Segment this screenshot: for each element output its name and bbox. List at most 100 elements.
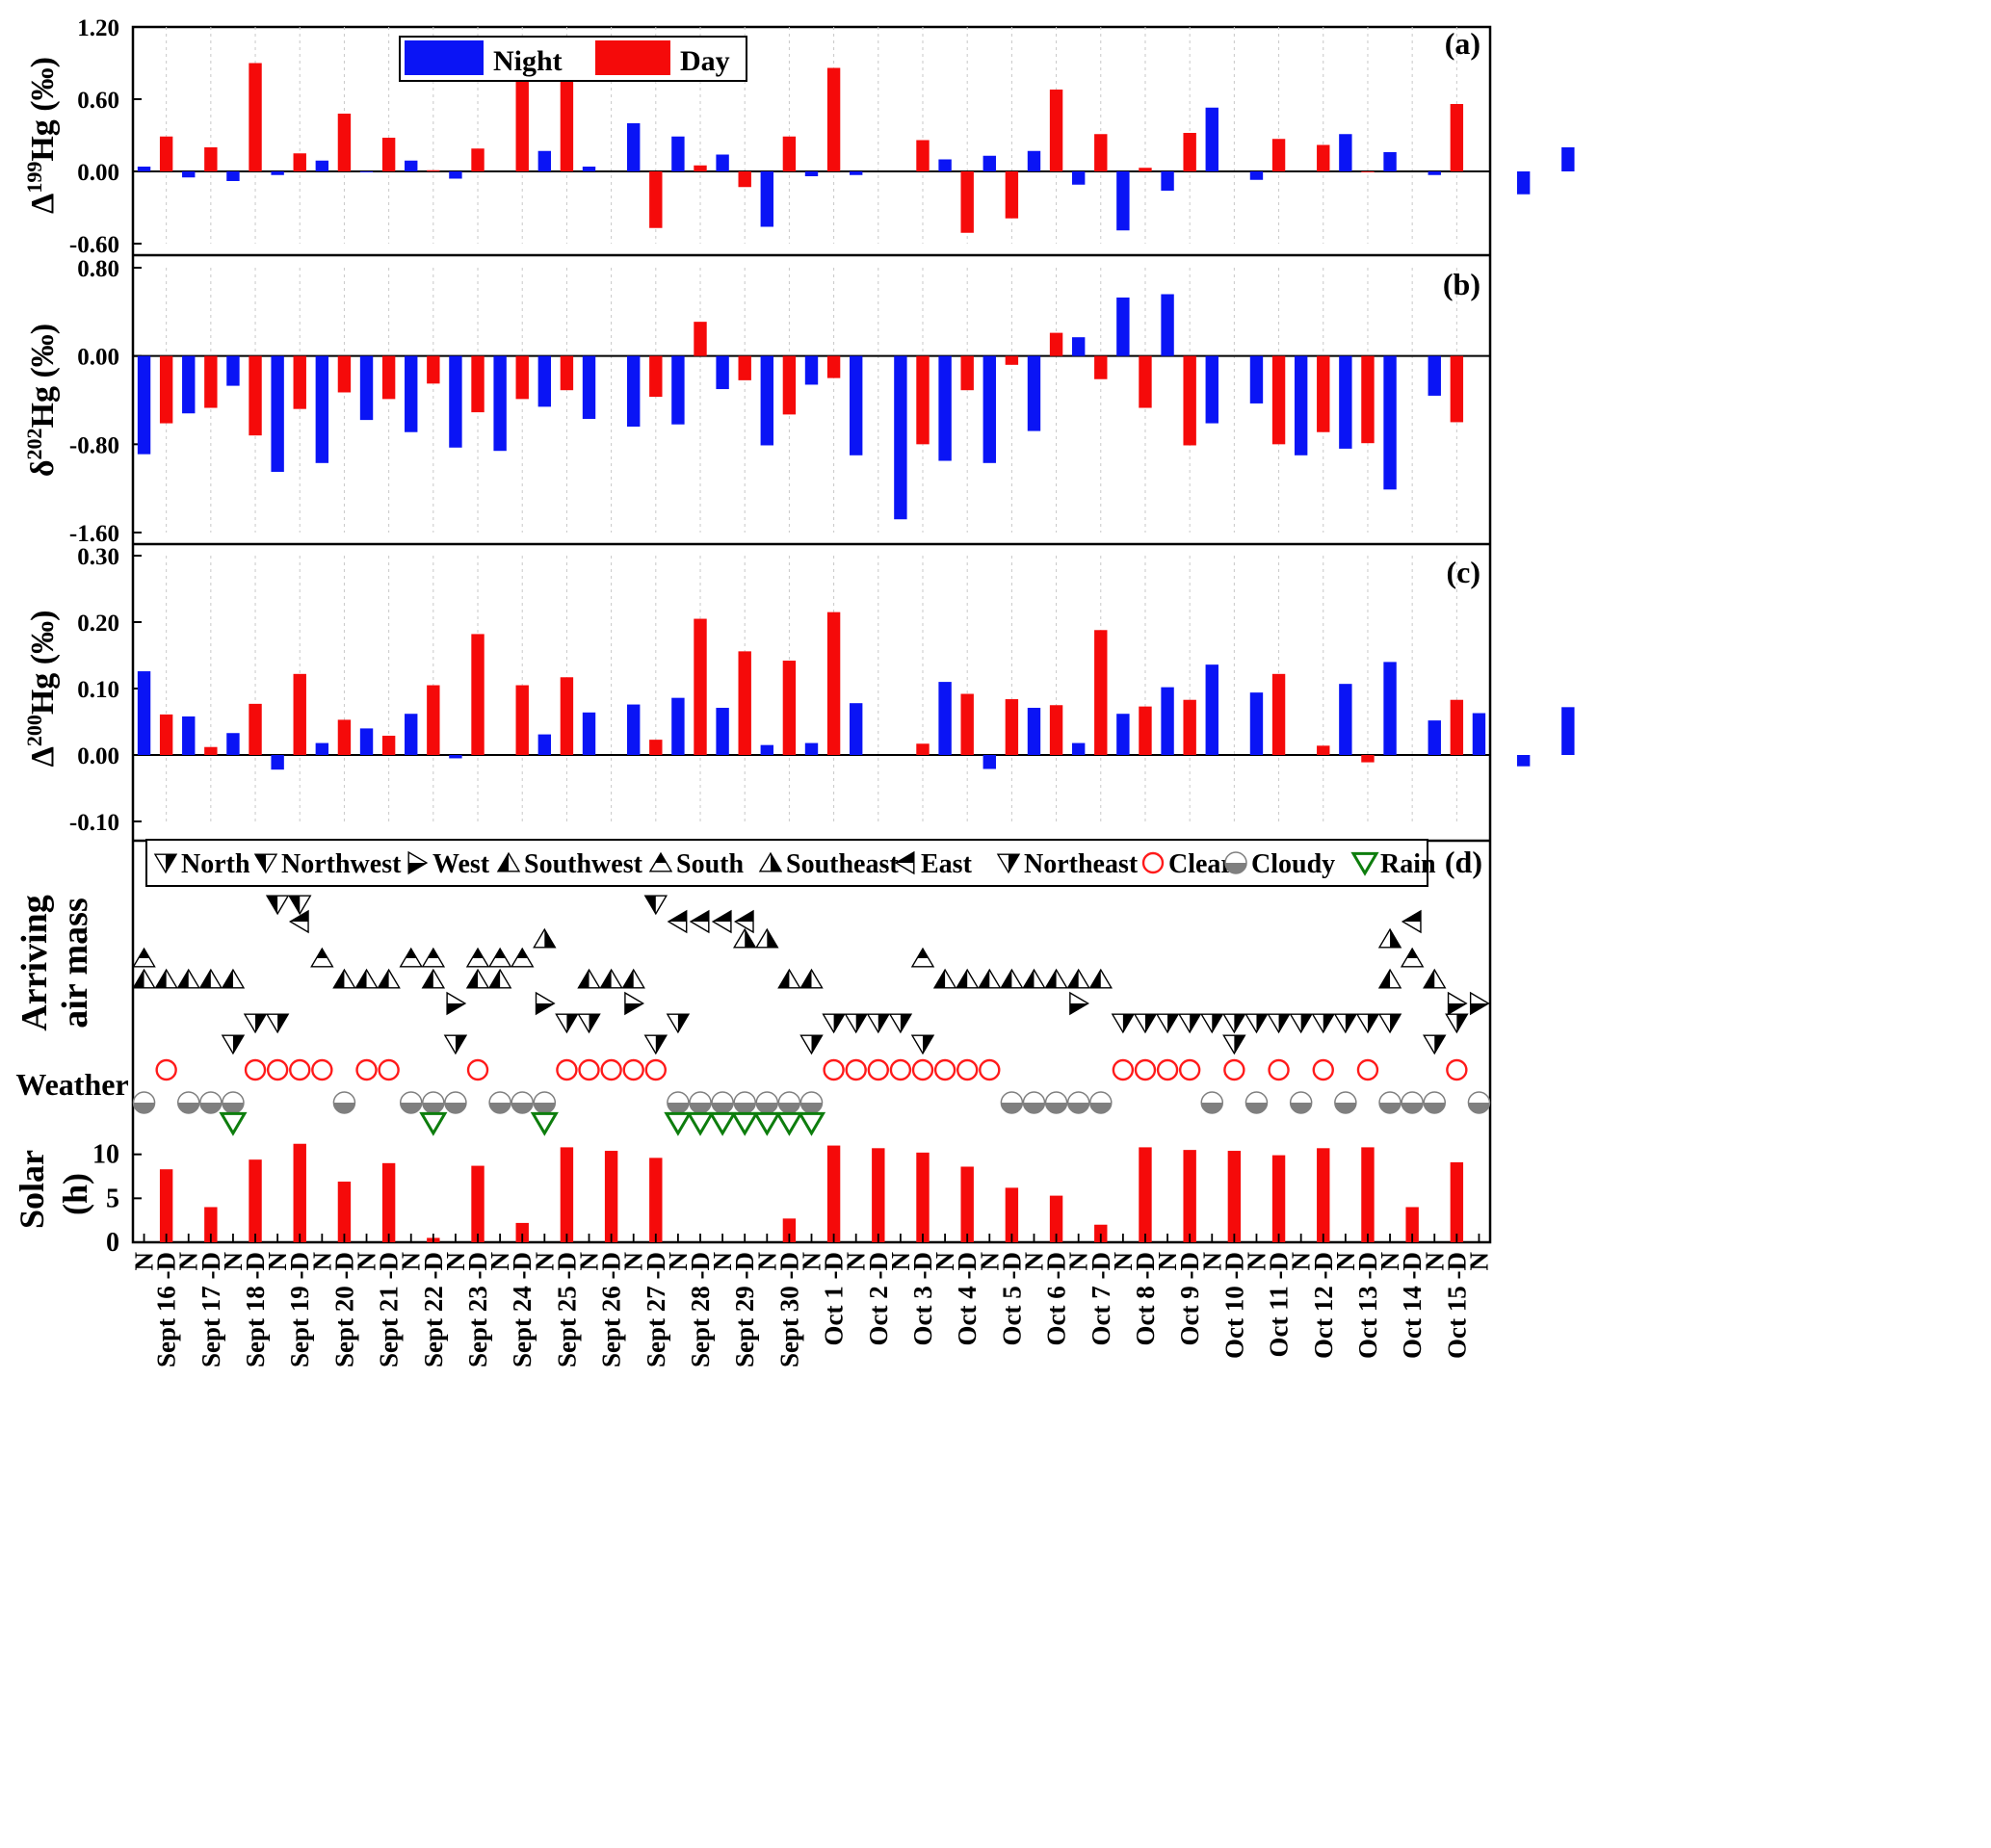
- day-bar: [649, 171, 663, 228]
- day-bar: [249, 355, 262, 436]
- weather-cloudy-icon: [1378, 1091, 1402, 1114]
- y-tick-label: 0.20: [77, 611, 119, 637]
- air-mass-southwest-icon: [154, 968, 178, 989]
- legend-southeast-icon: [758, 851, 783, 872]
- night-bar: [1027, 708, 1041, 755]
- day-bar: [1183, 133, 1196, 171]
- day-bar: [1139, 355, 1152, 408]
- weather-cloudy-icon: [176, 1091, 200, 1114]
- night-bar: [1428, 720, 1441, 755]
- solar-bar: [826, 1145, 841, 1242]
- weather-cloudy-icon: [1089, 1091, 1113, 1114]
- air-mass-north-icon: [822, 1013, 846, 1034]
- solar-bar: [1271, 1155, 1286, 1242]
- day-bar: [1049, 90, 1063, 171]
- night-bar: [1561, 147, 1575, 171]
- y-tick-label: -1.60: [69, 521, 119, 547]
- legend-label-cloudy: Cloudy: [1251, 849, 1335, 879]
- solar-bar: [1361, 1147, 1375, 1242]
- air-mass-label-1: Arriving: [14, 895, 55, 1030]
- night-bar: [1339, 134, 1352, 171]
- day-bar: [694, 618, 707, 755]
- x-label-night: N: [1331, 1252, 1360, 1271]
- air-mass-north-icon: [1133, 1013, 1158, 1034]
- solar-bar: [337, 1182, 352, 1242]
- night-bar: [449, 355, 462, 448]
- day-bar: [1094, 630, 1108, 755]
- legend-label-southeast: Southeast: [786, 849, 899, 879]
- night-bar: [226, 733, 240, 755]
- weather-rain-icon: [708, 1111, 737, 1136]
- day-bar: [204, 147, 218, 171]
- air-mass-southeast-icon: [533, 927, 557, 949]
- air-mass-south-icon: [421, 947, 446, 968]
- air-mass-southwest-icon: [1377, 968, 1402, 989]
- weather-cloudy-icon: [132, 1091, 156, 1114]
- day-bar: [293, 153, 306, 171]
- air-mass-southwest-icon: [777, 968, 801, 989]
- day-bar: [293, 355, 306, 409]
- air-mass-southwest-icon: [332, 968, 356, 989]
- day-bar: [515, 355, 529, 400]
- weather-cloudy-icon: [1334, 1091, 1357, 1114]
- night-bar: [804, 355, 819, 385]
- x-label-day: Oct 15 -D: [1442, 1252, 1471, 1359]
- air-mass-north-icon: [265, 1013, 290, 1034]
- weather-clear-icon: [1223, 1058, 1245, 1081]
- legend-cloudy-icon: [1224, 851, 1247, 874]
- day-bar: [427, 169, 440, 171]
- air-mass-north-icon: [1333, 1013, 1358, 1034]
- weather-clear-icon: [600, 1058, 622, 1081]
- y-tick-label: 0.30: [77, 544, 119, 570]
- weather-clear-icon: [845, 1058, 867, 1081]
- legend-south-icon: [648, 851, 673, 872]
- night-bar: [226, 355, 240, 386]
- night-bar: [537, 150, 552, 171]
- x-label-day: Oct 5 -D: [997, 1252, 1026, 1345]
- air-mass-north-icon: [443, 1034, 468, 1055]
- air-mass-east-icon: [733, 909, 754, 934]
- x-label-day: Oct 10 -D: [1219, 1252, 1248, 1359]
- air-mass-southwest-icon: [621, 968, 645, 989]
- day-bar: [1271, 355, 1286, 445]
- weather-cloudy-icon: [1066, 1091, 1090, 1114]
- legend-label-southwest: Southwest: [524, 849, 643, 879]
- solar-bar: [916, 1152, 930, 1242]
- x-label-day: Sept 18 -D: [241, 1252, 270, 1367]
- weather-cloudy-icon: [488, 1091, 511, 1114]
- night-bar: [137, 167, 151, 171]
- solar-bar: [560, 1147, 574, 1242]
- x-label-day: Sept 20 -D: [329, 1252, 358, 1367]
- x-label-day: Sept 26 -D: [597, 1252, 626, 1367]
- weather-clear-icon: [979, 1058, 1001, 1081]
- night-bar: [1161, 687, 1174, 755]
- air-mass-north-icon: [1200, 1013, 1224, 1034]
- air-mass-south-icon: [132, 947, 156, 968]
- night-bar: [1161, 171, 1174, 191]
- x-label-night: N: [485, 1252, 514, 1271]
- solar-bar: [249, 1159, 262, 1242]
- weather-clear-icon: [956, 1058, 979, 1081]
- day-bar: [337, 355, 352, 393]
- air-mass-south-icon: [487, 947, 512, 968]
- solar-bar: [604, 1151, 618, 1242]
- solar-tick-label: 5: [106, 1184, 119, 1213]
- night-bar: [449, 171, 462, 179]
- night-bar: [1516, 755, 1531, 767]
- x-label-day: Sept 30 -D: [774, 1252, 803, 1367]
- air-mass-south-icon: [1400, 947, 1425, 968]
- day-bar: [1005, 171, 1019, 219]
- panel-tag: (d): [1445, 845, 1482, 879]
- night-bar: [1027, 150, 1041, 171]
- air-mass-southwest-icon: [1000, 968, 1024, 989]
- solar-bar: [471, 1165, 485, 1242]
- air-mass-south-icon: [399, 947, 423, 968]
- x-label-night: N: [397, 1252, 426, 1271]
- day-bar: [1139, 706, 1152, 755]
- day-bar: [649, 355, 663, 398]
- night-bar: [1428, 355, 1441, 396]
- night-bar: [137, 671, 151, 755]
- air-mass-southwest-icon: [198, 968, 223, 989]
- night-bar: [716, 355, 729, 390]
- weather-label: Weather: [15, 1067, 128, 1102]
